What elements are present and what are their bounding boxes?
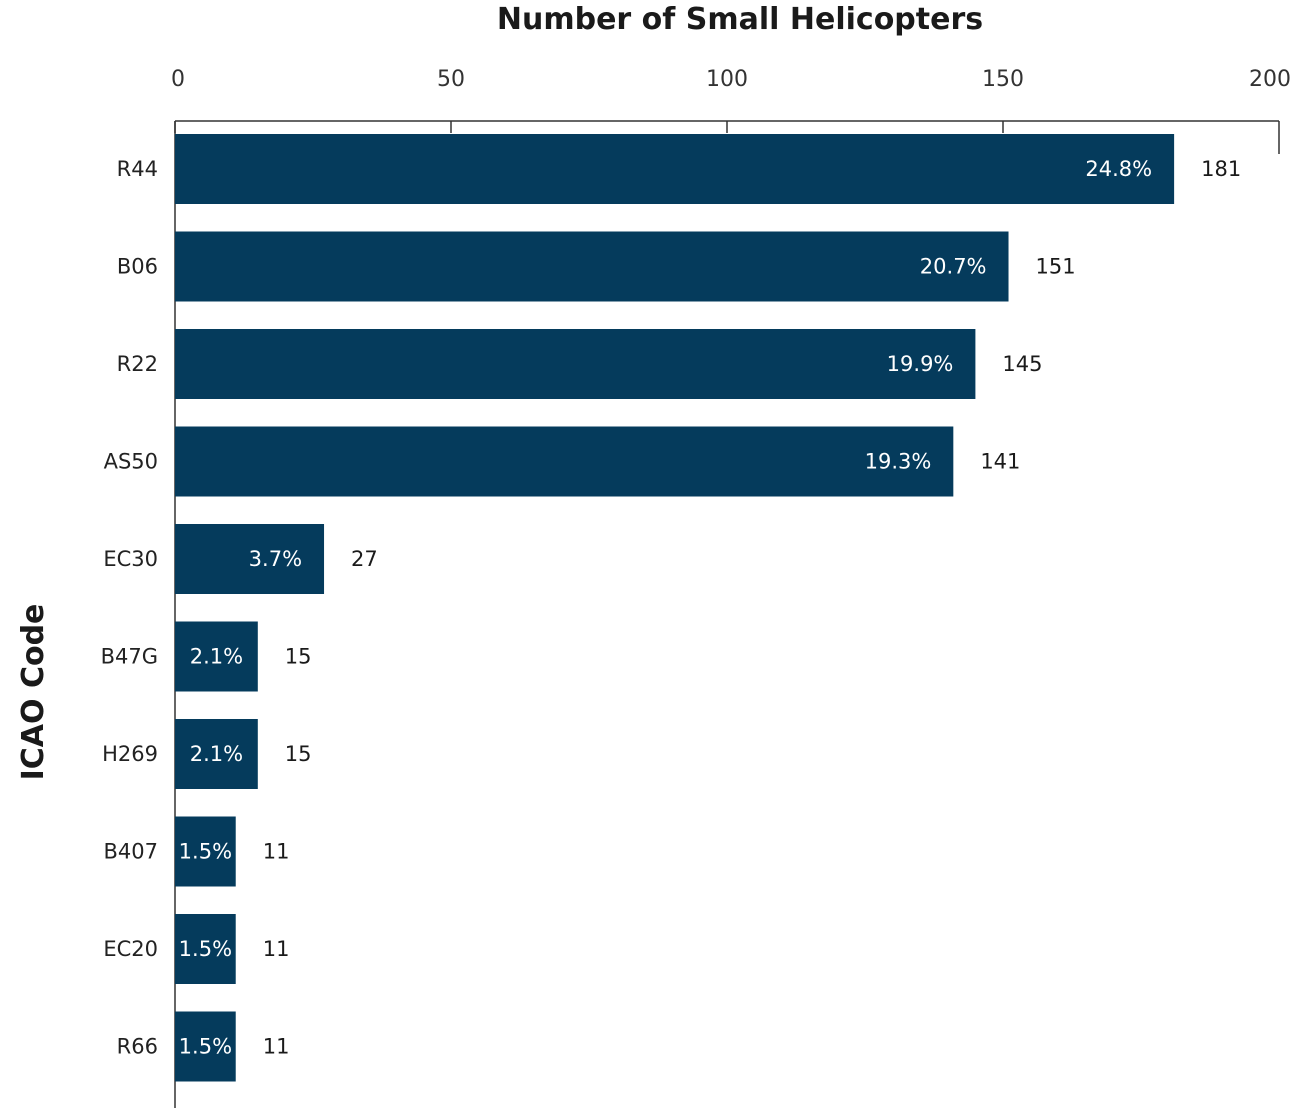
bar-as50 <box>175 426 954 497</box>
percent-label: 3.7% <box>249 547 302 571</box>
category-label: B47G <box>101 645 158 669</box>
value-label: 151 <box>1036 255 1076 279</box>
bar-b407 <box>175 816 236 887</box>
value-label: 15 <box>285 645 312 669</box>
category-label: B407 <box>104 840 159 864</box>
category-label: R22 <box>117 352 158 376</box>
value-label: 141 <box>980 450 1020 474</box>
percent-label: 20.7% <box>920 255 987 279</box>
percent-label: 1.5% <box>179 1035 232 1059</box>
category-label: B06 <box>117 255 158 279</box>
value-label: 145 <box>1002 352 1042 376</box>
x-axis-title: Number of Small Helicopters <box>497 2 983 37</box>
value-label: 11 <box>263 1035 290 1059</box>
percent-label: 24.8% <box>1085 157 1152 181</box>
bar-b47g <box>175 621 258 692</box>
y-axis-title: ICAO Code <box>16 604 51 781</box>
percent-label: 2.1% <box>190 742 243 766</box>
bars: R44 24.8% 181 B06 20.7% 151 R22 19.9% 145 AS50 19.… <box>101 134 1241 1082</box>
value-label: 11 <box>263 937 290 961</box>
x-tick-label: 50 <box>437 67 465 92</box>
x-tick-label: 0 <box>171 67 185 92</box>
x-tick-label: 200 <box>1249 67 1291 92</box>
bar-r66 <box>175 1011 236 1082</box>
bar-b06 <box>175 231 1009 302</box>
bar-ec30 <box>175 524 325 594</box>
bar-r22 <box>175 329 976 399</box>
percent-label: 2.1% <box>190 645 243 669</box>
percent-label: 19.3% <box>865 450 932 474</box>
x-axis: 0 50 100 150 200 <box>171 67 1291 1108</box>
category-label: R66 <box>117 1035 158 1059</box>
category-label: EC20 <box>103 937 158 961</box>
category-label: EC30 <box>103 547 158 571</box>
category-label: AS50 <box>104 450 158 474</box>
percent-label: 19.9% <box>887 352 954 376</box>
x-tick-label: 100 <box>706 67 748 92</box>
x-tick-label: 150 <box>982 67 1024 92</box>
category-label: R44 <box>117 157 158 181</box>
bar-ec20 <box>175 914 236 984</box>
value-label: 181 <box>1201 157 1241 181</box>
bar-r44 <box>175 134 1175 204</box>
category-label: H269 <box>102 742 158 766</box>
value-label: 11 <box>263 840 290 864</box>
percent-label: 1.5% <box>179 937 232 961</box>
value-label: 27 <box>351 547 378 571</box>
percent-label: 1.5% <box>179 840 232 864</box>
bar-h269 <box>175 719 258 789</box>
value-label: 15 <box>285 742 312 766</box>
